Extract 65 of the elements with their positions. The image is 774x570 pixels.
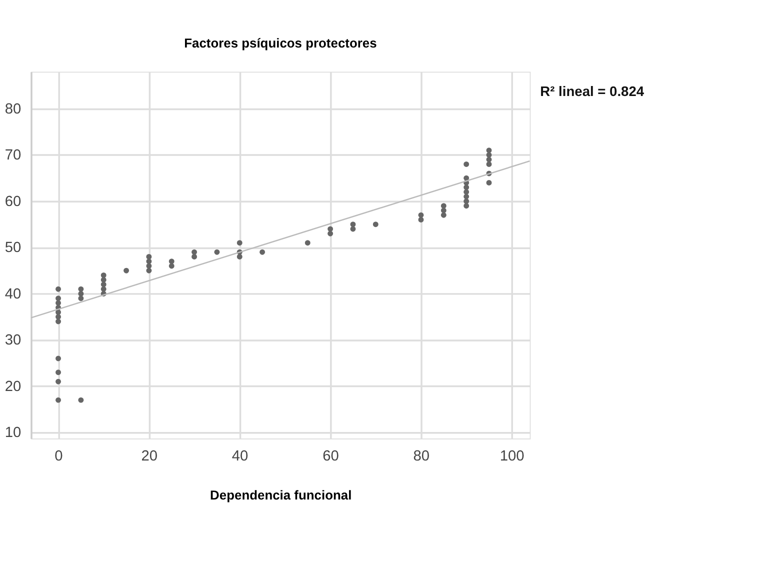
point <box>236 254 242 260</box>
point <box>56 314 61 320</box>
point <box>486 148 492 154</box>
chart-title: Factores psíquicos protectores <box>184 36 377 51</box>
x-tick-label: 100 <box>500 448 524 464</box>
point <box>328 230 334 236</box>
point <box>56 356 61 362</box>
point <box>146 258 152 264</box>
text: R² lineal = 0.824 <box>540 84 644 99</box>
point <box>192 254 198 260</box>
point <box>464 198 470 204</box>
point <box>440 203 446 209</box>
x-tick-label: 40 <box>232 448 248 464</box>
point <box>168 263 174 269</box>
point <box>372 222 378 228</box>
point <box>260 249 266 255</box>
y-tick-label: 30 <box>4 332 22 349</box>
x-tick-label: 80 <box>413 448 430 464</box>
point <box>464 194 470 200</box>
point <box>100 282 106 288</box>
point <box>56 370 61 376</box>
point <box>168 258 174 264</box>
point <box>464 203 470 209</box>
point <box>418 217 424 222</box>
point <box>100 277 106 283</box>
point <box>214 249 220 255</box>
point <box>304 240 310 246</box>
point <box>486 180 492 186</box>
point <box>464 162 470 167</box>
point <box>350 226 356 232</box>
point <box>192 249 198 255</box>
point <box>56 296 61 302</box>
point <box>56 378 61 384</box>
point <box>146 268 152 274</box>
x-tick-label: 20 <box>141 448 158 464</box>
point <box>464 184 470 190</box>
point <box>350 222 356 228</box>
point <box>418 212 424 218</box>
y-tick-label: 40 <box>4 286 22 302</box>
point <box>78 296 84 302</box>
y-tick-label: 50 <box>4 240 22 256</box>
point <box>100 272 106 278</box>
point <box>236 240 242 246</box>
point <box>440 208 446 214</box>
x-axis-title: Dependencia funcional <box>210 487 352 502</box>
y-tick-label: 60 <box>4 194 22 210</box>
point <box>78 286 84 292</box>
y-tick-label: 10 <box>4 425 22 442</box>
point <box>78 397 84 403</box>
point <box>56 286 61 292</box>
x-tick-label: 0 <box>54 448 63 464</box>
point <box>56 397 61 403</box>
y-tick-label: 20 <box>4 378 22 395</box>
point <box>328 226 334 232</box>
point <box>486 162 492 167</box>
point <box>56 300 61 306</box>
point <box>440 212 446 218</box>
y-tick-label: 80 <box>4 101 22 118</box>
x-tick-label: 60 <box>322 448 339 464</box>
point <box>124 268 130 274</box>
point <box>486 156 492 162</box>
point <box>146 254 152 260</box>
point <box>56 318 61 324</box>
point <box>464 189 470 195</box>
y-tick-label: 70 <box>4 148 22 164</box>
